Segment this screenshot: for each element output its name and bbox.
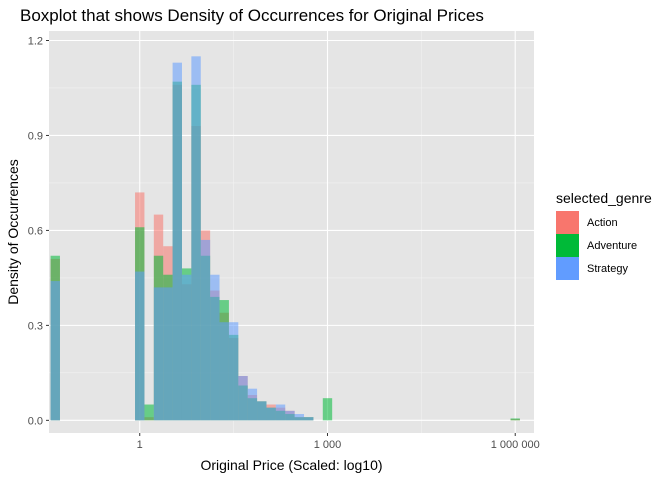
x-tick-label: 1 000 [314,439,342,451]
y-tick-label: 0.3 [28,320,43,332]
x-axis: 1 1 000 1 000 000 [137,433,540,451]
legend-swatch-adventure [556,234,579,257]
bar-adventure [144,404,154,421]
legend: selected_genre Action Adventure Strategy [556,190,652,280]
legend-swatch-strategy [556,257,579,280]
bar-strategy [285,410,295,421]
bar-strategy [181,274,192,421]
bar-strategy [200,239,211,421]
legend-swatch-action [556,211,579,234]
bar-strategy [153,287,164,421]
bar-strategy [275,404,286,421]
bar-strategy [172,62,182,421]
y-axis: 0.0 0.3 0.6 0.9 1.2 [28,35,49,427]
bar-strategy [266,407,276,421]
histogram-bars [50,56,520,421]
bar-strategy [304,417,314,421]
legend-title: selected_genre [556,190,652,206]
legend-label-action: Action [587,217,618,229]
x-axis-title: Original Price (Scaled: log10) [200,457,382,473]
bar-strategy [163,287,173,421]
y-axis-title: Density of Occurrences [5,159,21,305]
y-tick-label: 1.2 [28,35,43,47]
y-tick-label: 0.9 [28,130,43,142]
bar-strategy [238,376,248,421]
legend-label-adventure: Adventure [587,240,637,252]
bar-strategy [257,401,267,421]
bar-strategy [210,274,220,421]
chart-title: Boxplot that shows Density of Occurrence… [20,6,484,25]
legend-label-strategy: Strategy [587,263,628,275]
plot-panel [49,31,534,433]
y-tick-label: 0.0 [28,415,43,427]
bar-strategy [50,281,60,421]
bar-strategy [247,388,258,421]
bar-adventure [322,398,333,421]
x-tick-label: 1 [137,439,143,451]
bar-strategy [191,56,201,421]
bar-adventure [510,418,520,421]
bar-strategy [228,322,239,421]
bar-strategy [219,322,229,421]
y-tick-label: 0.6 [28,225,43,237]
x-tick-label: 1 000 000 [491,439,540,451]
bar-strategy [135,271,145,421]
bar-strategy [294,414,305,421]
